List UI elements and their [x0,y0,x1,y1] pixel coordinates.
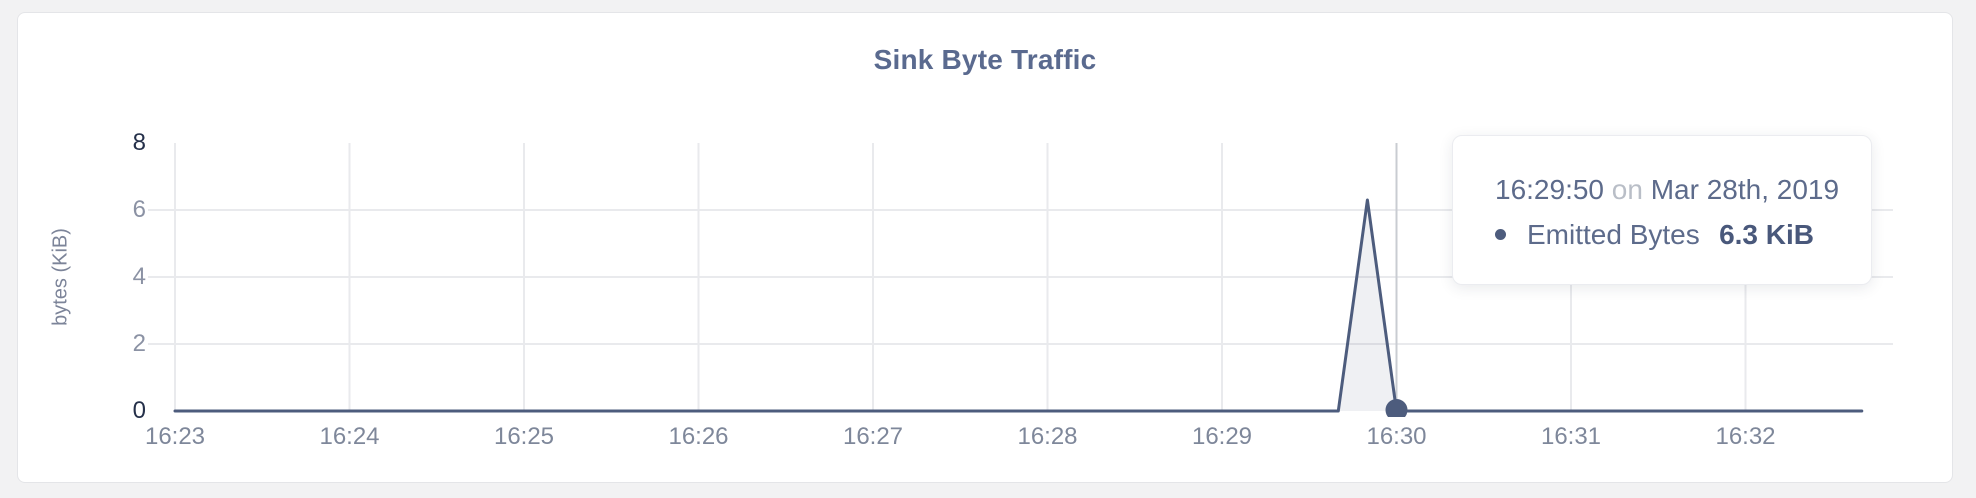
chart-tooltip: 16:29:50 on Mar 28th, 2019 Emitted Bytes… [1452,135,1872,285]
y-tick-label: 8 [132,129,146,156]
x-tick-label: 16:29 [1191,423,1253,450]
tooltip-connector: on [1611,173,1643,205]
x-tick-label: 16:24 [319,423,380,450]
y-tick-label: 2 [132,330,146,357]
tooltip-series-value: 6.3 KiB [1719,218,1814,250]
series-line [173,198,1864,413]
y-tick-label: 0 [132,397,146,424]
y-tick-label: 6 [132,196,146,223]
x-tick-label: 16:30 [1366,423,1427,450]
x-tick-label: 16:26 [668,423,729,450]
tooltip-time: 16:29:50 [1495,173,1604,205]
tooltip-header: 16:29:50 on Mar 28th, 2019 [1495,173,1839,206]
tooltip-series-row: Emitted Bytes 6.3 KiB [1495,219,1814,251]
x-tick-label: 16:28 [1017,423,1078,450]
x-tick-label: 16:31 [1540,423,1602,450]
x-tick-label: 16:23 [144,423,206,450]
x-tick-label: 16:32 [1715,423,1776,450]
y-tick-label: 4 [132,263,146,290]
tooltip-series-name: Emitted Bytes [1527,218,1700,250]
tooltip-date: Mar 28th, 2019 [1650,173,1840,205]
series-legend-dot-icon [1495,229,1506,240]
highlight-point-marker [1385,399,1408,417]
x-tick-label: 16:25 [493,423,555,450]
chart-title: Sink Byte Traffic [873,44,1097,75]
x-tick-label: 16:27 [842,423,904,450]
